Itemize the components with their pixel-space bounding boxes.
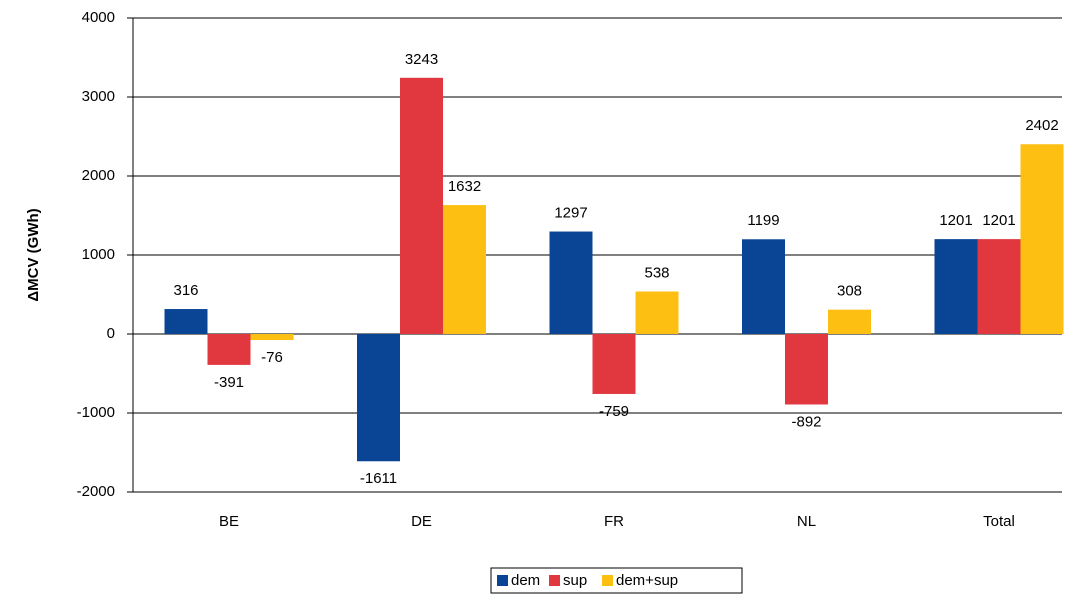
bar	[785, 334, 828, 405]
x-tick-label: DE	[411, 513, 432, 530]
data-label: 316	[173, 282, 198, 299]
x-tick-label: FR	[604, 513, 624, 530]
x-tick-label: BE	[219, 513, 239, 530]
bar	[977, 239, 1021, 334]
bar	[549, 231, 593, 334]
y-axis-label: ΔMCV (GWh)	[25, 208, 42, 301]
legend-swatch	[602, 575, 613, 586]
data-label: -892	[791, 413, 821, 430]
data-label: 3243	[405, 51, 438, 68]
bar	[164, 309, 208, 334]
legend-swatch	[497, 575, 508, 586]
data-label: 1297	[554, 205, 587, 222]
data-label: -391	[214, 374, 244, 391]
data-label: 2402	[1025, 117, 1058, 134]
data-label: 1201	[939, 212, 972, 229]
data-label: -76	[261, 349, 283, 366]
data-label: 538	[644, 264, 669, 281]
bar	[635, 291, 679, 334]
y-tick-label: 4000	[82, 9, 115, 26]
bar	[592, 334, 636, 394]
y-tick-label: 3000	[82, 88, 115, 105]
legend-box	[490, 567, 743, 594]
data-label: -759	[599, 403, 629, 420]
legend-label: dem	[511, 572, 540, 589]
legend-label: sup	[563, 572, 587, 589]
y-tick-label: -2000	[77, 483, 115, 500]
y-tick-label: -1000	[77, 404, 115, 421]
bar	[250, 334, 294, 341]
bar	[207, 334, 251, 365]
y-tick-label: 0	[107, 325, 115, 342]
data-label: -1611	[360, 470, 397, 487]
x-tick-label: Total	[983, 513, 1015, 530]
y-tick-label: 2000	[82, 167, 115, 184]
data-label: 1199	[747, 212, 779, 229]
bar	[1020, 144, 1064, 334]
bar	[828, 309, 871, 334]
x-tick-label: NL	[797, 513, 816, 530]
data-label: 1201	[982, 212, 1015, 229]
bar	[357, 334, 400, 462]
bar	[443, 205, 486, 334]
data-label: 308	[837, 283, 862, 300]
legend-label: dem+sup	[616, 572, 678, 589]
bar	[934, 239, 978, 334]
y-tick-label: 1000	[82, 246, 115, 263]
legend-swatch	[549, 575, 560, 586]
data-label: 1632	[448, 178, 481, 195]
bar	[400, 77, 443, 334]
bar	[742, 239, 785, 334]
